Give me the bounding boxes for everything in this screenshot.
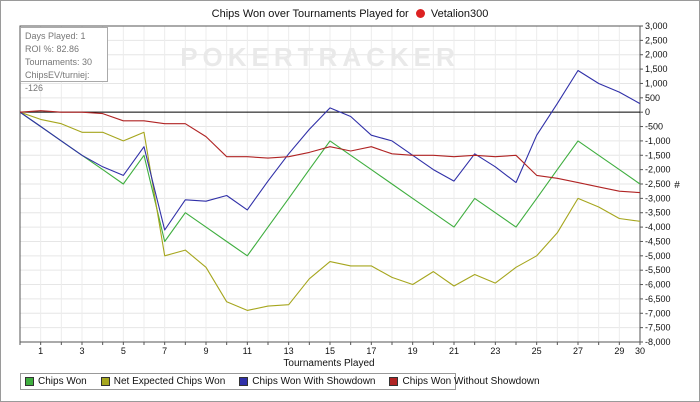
legend-item-without-showdown[interactable]: Chips Won Without Showdown [389,376,540,387]
y-tick-label: -8,000 [645,337,671,347]
series-lines [19,69,641,311]
y-tick-label: -500 [645,122,663,132]
watermark: POKERTRACKER [180,42,460,72]
x-tick-label: 13 [284,346,294,356]
y-tick-label: 3,000 [645,21,668,31]
y-tick-label: -2,000 [645,165,671,175]
x-tick-label: 29 [614,346,624,356]
x-tick-label: 11 [243,346,252,356]
legend-swatch [389,377,399,386]
y-tick-label: 2,500 [645,35,668,45]
y-tick-label: 1,500 [645,64,668,74]
y-tick-label: -4,500 [645,236,671,246]
legend-swatch [239,377,249,386]
y-tick-label: 1,000 [645,78,668,88]
x-tick-label: 1 [38,346,43,356]
poker-chip-icon [415,9,425,18]
chart-legend: Chips Won Net Expected Chips Won Chips W… [20,373,540,390]
y-tick-label: -4,000 [645,222,671,232]
x-tick-label: 15 [325,346,335,356]
y-tick-label: -3,000 [645,193,671,203]
x-tick-label: 17 [366,346,376,356]
y-tick-label: -5,500 [645,265,671,275]
series-line-3 [19,69,641,231]
legend-item-with-showdown[interactable]: Chips Won With Showdown [239,376,375,387]
series-line-1 [19,111,641,257]
y-tick-label: -3,500 [645,208,671,218]
legend-item-chips-won[interactable]: Chips Won [25,376,87,387]
chart-title-text: Chips Won over Tournaments Played for [211,8,409,20]
x-tick-labels: 1 3 5 7 9 11 13 15 17 19 21 23 25 27 29 30 [38,346,645,356]
y-tick-label: -2,500 [645,179,671,189]
y-tick-label: -6,500 [645,294,671,304]
x-tick-label: 3 [79,346,84,356]
y-tick-label: -5,000 [645,251,671,261]
stat-chipsev: ChipsEV/turniej: -126 [25,70,90,93]
legend-item-net-expected[interactable]: Net Expected Chips Won [100,376,226,387]
series-line-2 [19,111,641,311]
legend-swatch [100,377,110,386]
y-tick-label: 500 [645,93,660,103]
y-tick-label: -1,000 [645,136,671,146]
y-tick-labels: 3,000 2,500 2,000 1,500 1,000 500 0 -500 -1,000 -… [645,21,671,347]
y-tick-label: -7,500 [645,323,671,333]
legend-label: Chips Won With Showdown [252,376,376,387]
legend-label: Chips Won [38,376,87,387]
x-tick-label: 21 [449,346,459,356]
x-tick-label: 25 [532,346,542,356]
x-axis-label: Tournaments Played [283,358,374,369]
stat-tournaments: Tournaments: 30 [25,57,93,67]
x-tick-label: 5 [121,346,126,356]
series-line-4 [19,110,641,194]
x-tick-label: 7 [162,346,167,356]
x-tick-label: 27 [573,346,583,356]
x-tick-label: 23 [490,346,500,356]
legend-label: Chips Won Without Showdown [402,376,540,387]
stats-box: Days Played: 1 ROI %: 82.86 Tournaments:… [20,27,108,93]
x-tick-label: 19 [408,346,418,356]
legend-swatch [25,377,34,386]
legend-label: Net Expected Chips Won [113,376,226,387]
chart-title: Chips Won over Tournaments Played for Ve… [0,8,700,20]
stat-roi: ROI %: 82.86 [25,44,80,54]
y-axis-label: # [674,180,680,191]
y-tick-label: 0 [645,107,650,117]
stat-days-played: Days Played: 1 [25,31,86,41]
axes [19,25,643,345]
y-tick-label: -6,000 [645,280,671,290]
y-tick-label: -7,000 [645,308,671,318]
x-tick-label: 30 [635,346,645,356]
player-name: Vetalion300 [430,8,489,20]
y-tick-label: 2,000 [645,50,668,60]
y-tick-label: -1,500 [645,150,671,160]
x-tick-label: 9 [203,346,208,356]
